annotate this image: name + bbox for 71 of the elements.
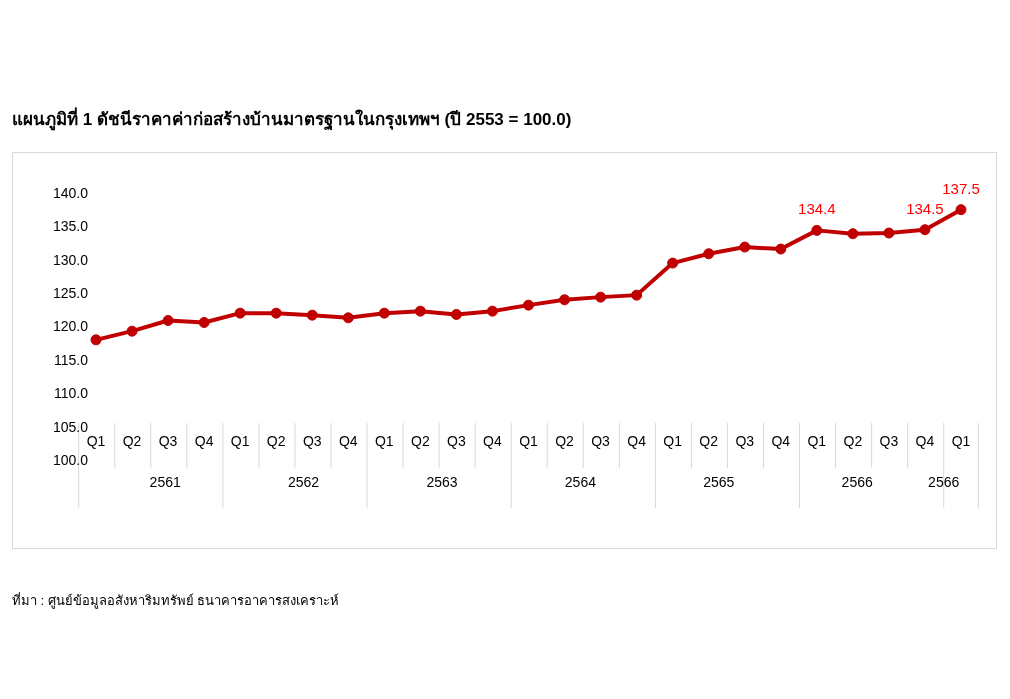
x-tick-label: Q3 [158,433,178,449]
x-tick-label: Q1 [519,433,539,449]
point [847,228,859,240]
point [559,294,571,306]
y-tick-label: 135.0 [52,218,89,235]
point [595,291,607,303]
x-tick-label: Q3 [447,433,466,449]
x-tick-label: Q3 [591,433,611,449]
point [90,334,102,346]
y-tick-label: 110.0 [54,385,89,402]
text: 2563 [425,474,459,490]
x-tick-label: Q4 [194,433,214,449]
y-tick-label: 130.0 [52,251,89,268]
x-tick-label: Q2 [411,433,430,449]
x-tick-label: Q3 [735,433,755,449]
text: 2566 [927,474,961,490]
x-tick-label: Q4 [627,433,647,449]
x-tick-label: Q1 [230,433,250,449]
x-tick-label: Q1 [807,433,827,449]
text: 2561 [148,474,182,490]
data-label: 134.4 [798,200,836,218]
point [955,204,967,216]
x-tick-label: Q1 [374,433,394,449]
point [270,307,282,319]
x-tick-label: Q4 [338,433,358,449]
point [811,224,823,236]
point [703,248,715,260]
text: ที่มา : ศูนย์ข้อมูลอสังหาริมทรัพย์ ธนาคารอาคารสงเคราะห์ [12,591,340,611]
x-tick-label: Q2 [843,433,863,449]
x-tick-label: Q2 [555,433,575,449]
point [775,243,787,255]
data-label: 137.5 [942,179,980,197]
x-tick-label: Q2 [122,433,142,449]
y-tick-label: 115.0 [54,351,89,368]
y-tick-label: 105.0 [52,418,89,435]
x-tick-label: Q2 [699,433,719,449]
point [234,307,246,319]
point [198,317,210,328]
x-tick-label: Q3 [879,433,899,449]
point [126,325,138,337]
text: 2564 [563,474,597,490]
point [631,289,643,301]
point [523,299,534,311]
point [414,305,426,317]
text: 2565 [702,474,736,490]
x-tick-label: Q3 [302,433,322,449]
text: 2566 [840,474,874,490]
chart-title: แผนภูมิที่ 1 ดัชนีราคาค่าก่อสร้างบ้านมาตรฐานในกรุงเทพฯ (ปี 2553 = 100.0) [12,106,572,132]
x-tick-label: Q4 [771,433,791,449]
text: 2562 [287,474,321,490]
y-tick-label: 140.0 [52,184,89,201]
x-tick-label: Q2 [266,433,286,449]
y-tick-label: 100.0 [52,451,89,468]
point [450,308,462,320]
x-tick-label: Q1 [86,433,106,449]
point [378,307,390,319]
point [739,241,751,253]
point [883,227,895,239]
point [919,224,931,236]
data-label: 134.5 [906,199,944,217]
point [306,309,318,321]
point [486,305,498,317]
x-tick-label: Q4 [483,433,502,449]
point [667,257,679,269]
x-tick-label: Q4 [915,433,935,449]
point [162,314,174,326]
y-tick-label: 120.0 [52,318,89,335]
x-tick-label: Q1 [951,433,971,449]
point [342,312,354,324]
y-tick-label: 125.0 [52,285,89,302]
x-tick-label: Q1 [663,433,683,449]
